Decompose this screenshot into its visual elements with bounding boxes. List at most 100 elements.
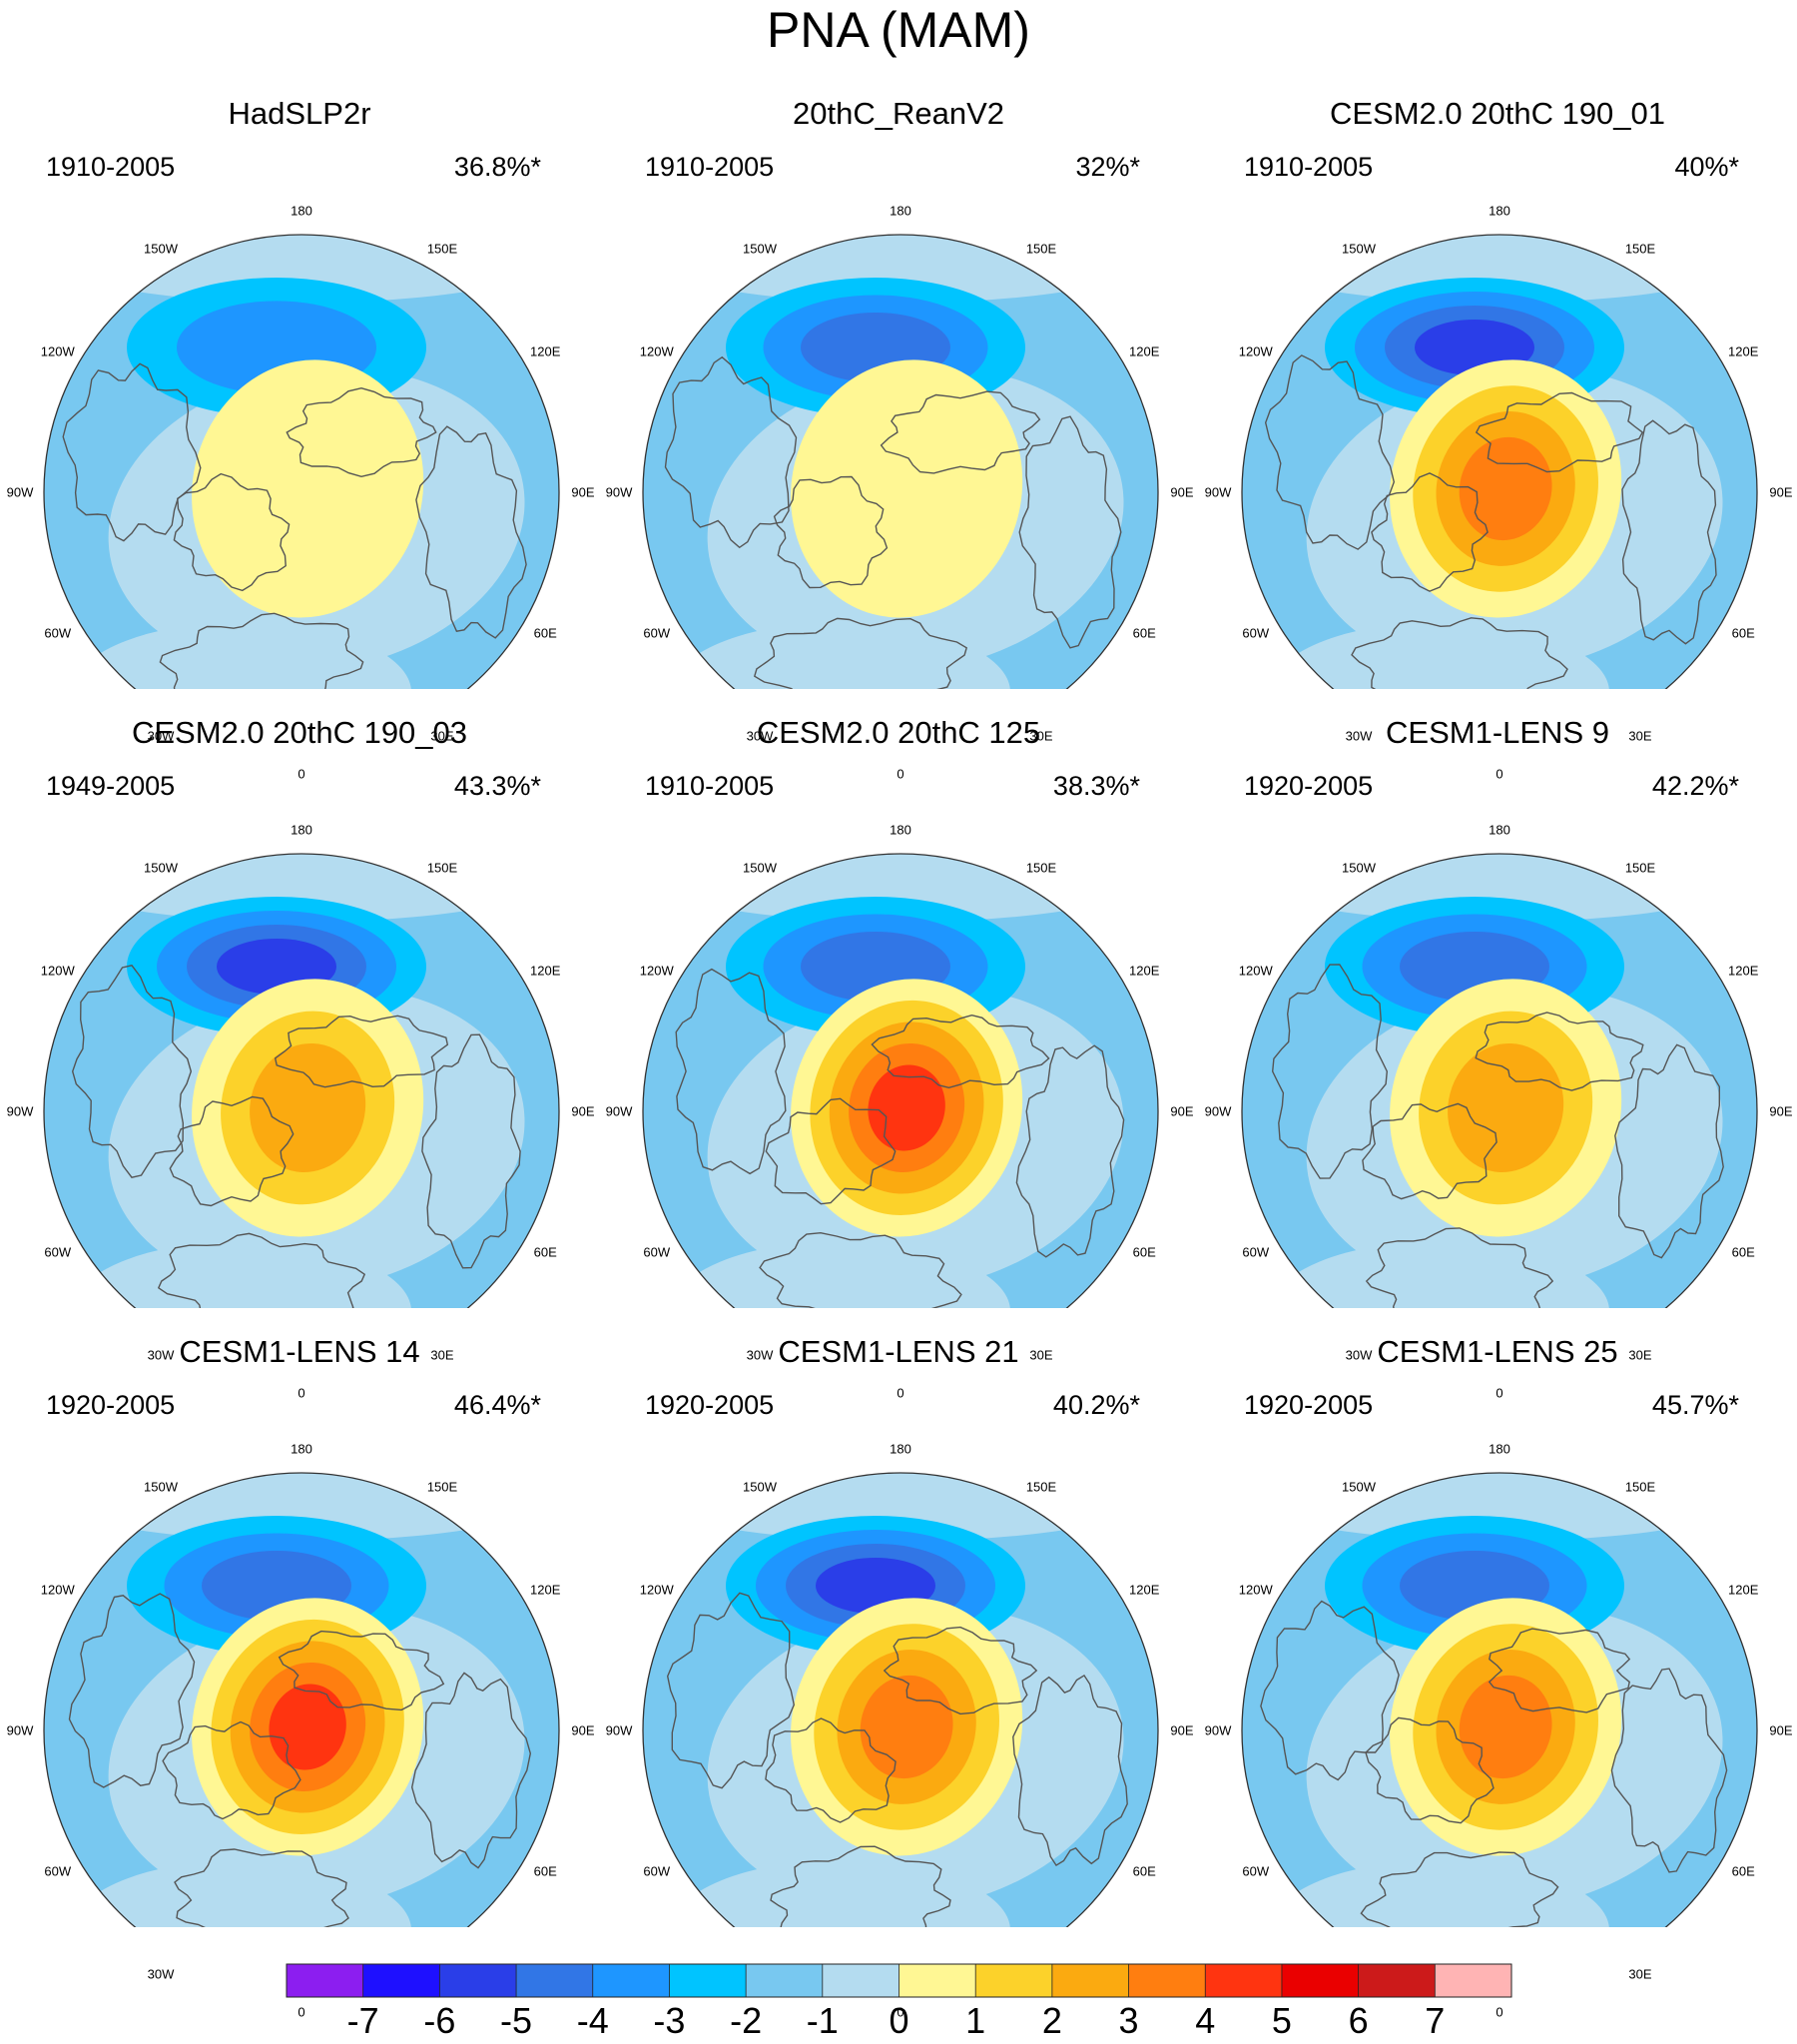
longitude-label: 30W bbox=[147, 1966, 175, 1982]
longitude-label: 150W bbox=[743, 860, 777, 876]
longitude-label: 60W bbox=[1242, 625, 1270, 641]
longitude-label: 30W bbox=[1345, 1347, 1373, 1363]
longitude-label: 90E bbox=[571, 1722, 595, 1738]
longitude-label: 0 bbox=[897, 1385, 904, 1401]
longitude-label: 0 bbox=[298, 2004, 305, 2020]
longitude-label: 0 bbox=[1496, 2004, 1503, 2020]
colorbar-tick-label: 3 bbox=[1118, 2000, 1139, 2041]
longitude-label: 120E bbox=[530, 1582, 561, 1598]
polar-map bbox=[642, 1472, 1159, 1927]
longitude-label: 120W bbox=[639, 1582, 674, 1598]
colorbar-tick-label: -2 bbox=[730, 2000, 763, 2041]
longitude-label: 30W bbox=[746, 728, 774, 744]
longitude-label: 0 bbox=[1496, 1385, 1503, 1401]
colorbar-swatch bbox=[1435, 1964, 1512, 1997]
longitude-label: 150W bbox=[144, 860, 178, 876]
colorbar-swatch bbox=[592, 1964, 670, 1997]
colorbar-tick-label: -1 bbox=[806, 2000, 839, 2041]
panel-title: HadSLP2r bbox=[228, 96, 371, 131]
longitude-label: 30W bbox=[746, 1966, 774, 1982]
colorbar-swatch bbox=[898, 1964, 976, 1997]
longitude-label: 0 bbox=[298, 766, 305, 782]
longitude-label: 90E bbox=[1170, 484, 1194, 500]
map-panel: CESM1-LENS 25 1920-2005 45.7%* 180 150E 120E 9… bbox=[1198, 1308, 1797, 2020]
longitude-label: 60E bbox=[1132, 1863, 1156, 1879]
longitude-label: 90E bbox=[1769, 1103, 1793, 1119]
polar-map bbox=[1241, 853, 1758, 1308]
longitude-label: 150E bbox=[426, 1479, 458, 1495]
colorbar-tick-label: 4 bbox=[1195, 2000, 1216, 2041]
longitude-label: 60W bbox=[44, 1244, 72, 1260]
longitude-label: 150W bbox=[144, 241, 178, 257]
panel-period: 1910-2005 bbox=[1244, 152, 1374, 182]
colorbar-tick-label: 0 bbox=[889, 2000, 909, 2041]
longitude-label: 60W bbox=[44, 625, 72, 641]
map-panel: CESM2.0 20thC 125 1910-2005 38.3%* 180 150E 1… bbox=[599, 689, 1198, 1401]
longitude-label: 120E bbox=[1728, 343, 1759, 359]
longitude-label: 120E bbox=[1129, 963, 1160, 979]
longitude-label: 150W bbox=[743, 1479, 777, 1495]
panel-title: CESM1-LENS 21 bbox=[778, 1334, 1019, 1369]
polar-map bbox=[1241, 1472, 1758, 1927]
longitude-label: 120W bbox=[639, 343, 674, 359]
longitude-label: 180 bbox=[1489, 1441, 1510, 1457]
longitude-label: 180 bbox=[291, 822, 312, 838]
longitude-label: 90W bbox=[1204, 1103, 1232, 1119]
longitude-label: 120W bbox=[639, 963, 674, 979]
panel-variance: 42.2%* bbox=[1651, 771, 1739, 801]
panel-period: 1910-2005 bbox=[645, 152, 775, 182]
longitude-label: 30E bbox=[430, 1347, 454, 1363]
colorbar-swatch bbox=[516, 1964, 594, 1997]
panel-title: 20thC_ReanV2 bbox=[793, 96, 1004, 131]
longitude-label: 30E bbox=[1628, 1347, 1652, 1363]
longitude-label: 120W bbox=[1238, 963, 1273, 979]
longitude-label: 120W bbox=[1238, 343, 1273, 359]
longitude-label: 90E bbox=[1170, 1722, 1194, 1738]
panel-title: CESM2.0 20thC 190_01 bbox=[1329, 96, 1666, 131]
longitude-label: 90E bbox=[1769, 484, 1793, 500]
longitude-label: 180 bbox=[1489, 822, 1510, 838]
longitude-label: 30W bbox=[746, 1347, 774, 1363]
colorbar-tick-label: 2 bbox=[1041, 2000, 1062, 2041]
panel-variance: 45.7%* bbox=[1651, 1390, 1739, 1420]
panel-period: 1920-2005 bbox=[46, 1390, 176, 1420]
polar-map bbox=[642, 234, 1159, 689]
panel-period: 1920-2005 bbox=[645, 1390, 775, 1420]
longitude-label: 120W bbox=[1238, 1582, 1273, 1598]
longitude-label: 90W bbox=[6, 484, 34, 500]
longitude-label: 180 bbox=[890, 1441, 911, 1457]
panel-period: 1949-2005 bbox=[46, 771, 176, 801]
longitude-label: 90E bbox=[571, 484, 595, 500]
longitude-label: 90W bbox=[605, 1722, 633, 1738]
longitude-label: 30W bbox=[1345, 1966, 1373, 1982]
longitude-label: 150E bbox=[1025, 860, 1057, 876]
panel-period: 1910-2005 bbox=[645, 771, 775, 801]
panel-variance: 38.3%* bbox=[1052, 771, 1140, 801]
longitude-label: 120E bbox=[1129, 343, 1160, 359]
polar-map bbox=[43, 234, 560, 689]
map-panel: CESM2.0 20thC 190_03 1949-2005 43.3%* 180 15… bbox=[0, 689, 599, 1401]
longitude-label: 30E bbox=[1029, 728, 1053, 744]
longitude-label: 60E bbox=[1731, 1244, 1755, 1260]
colorbar-tick-label: 1 bbox=[965, 2000, 986, 2041]
panel-title: CESM1-LENS 9 bbox=[1386, 715, 1609, 750]
panel-variance: 32%* bbox=[1075, 152, 1140, 182]
figure-title: PNA (MAM) bbox=[767, 2, 1030, 58]
map-panel: CESM2.0 20thC 190_01 1910-2005 40%* 180 150E… bbox=[1198, 70, 1797, 782]
longitude-label: 120E bbox=[1129, 1582, 1160, 1598]
longitude-label: 150W bbox=[144, 1479, 178, 1495]
longitude-label: 90W bbox=[605, 1103, 633, 1119]
longitude-label: 30E bbox=[1029, 1966, 1053, 1982]
longitude-label: 60W bbox=[1242, 1244, 1270, 1260]
panel-period: 1920-2005 bbox=[1244, 1390, 1374, 1420]
longitude-label: 60E bbox=[1731, 1863, 1755, 1879]
longitude-label: 60W bbox=[44, 1863, 72, 1879]
panel-variance: 36.8%* bbox=[453, 152, 541, 182]
longitude-label: 180 bbox=[291, 1441, 312, 1457]
longitude-label: 90W bbox=[1204, 1722, 1232, 1738]
longitude-label: 120E bbox=[1728, 1582, 1759, 1598]
longitude-label: 60E bbox=[533, 1863, 557, 1879]
longitude-label: 60W bbox=[643, 1244, 671, 1260]
longitude-label: 0 bbox=[1496, 766, 1503, 782]
colorbar-swatch bbox=[287, 1964, 364, 1997]
